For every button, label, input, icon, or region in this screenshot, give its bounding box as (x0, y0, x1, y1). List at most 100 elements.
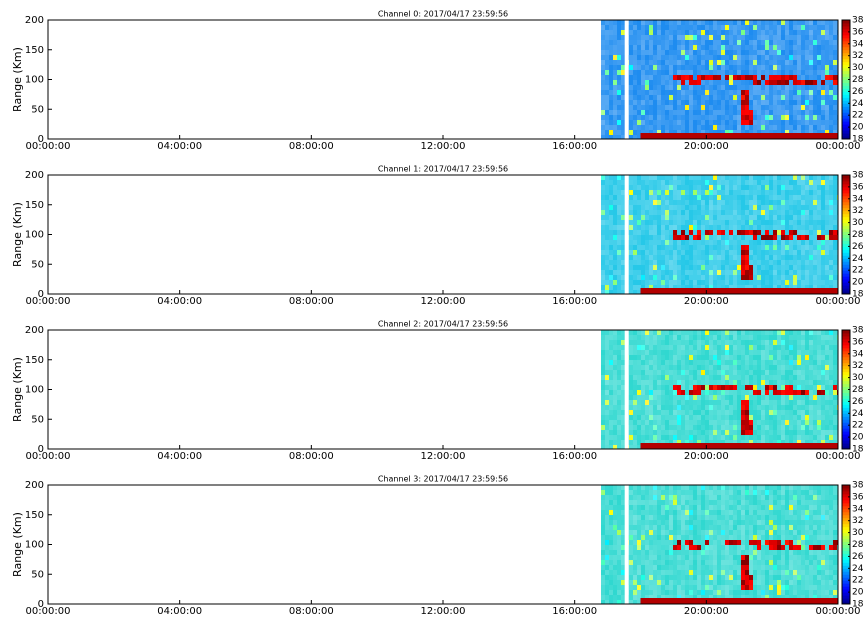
heatmap-cell (765, 410, 769, 415)
heatmap-cell (617, 355, 621, 360)
heatmap-cell (697, 110, 701, 115)
heatmap-cell (685, 345, 689, 350)
heatmap-cell (697, 125, 701, 130)
heatmap-cell (645, 250, 649, 255)
heatmap-cell (609, 585, 613, 590)
heatmap-cell (613, 245, 617, 250)
heatmap-cell (725, 365, 729, 370)
heatmap-cell (633, 280, 637, 285)
heatmap-cell (621, 285, 625, 290)
heatmap-cell (661, 65, 665, 70)
heatmap-cell (701, 260, 705, 265)
heatmap-cell (649, 275, 653, 280)
heatmap-cell (805, 50, 809, 55)
heatmap-cell (629, 570, 633, 575)
heatmap-cell (697, 370, 701, 375)
heatmap-cell (761, 250, 765, 255)
heatmap-cell (809, 115, 813, 120)
heatmap-cell (713, 355, 717, 360)
y-axis-label: Range (Km) (11, 47, 24, 112)
heatmap-cell (689, 175, 693, 180)
heatmap-cell (821, 425, 825, 430)
heatmap-cell (717, 400, 721, 405)
heatmap-cell (617, 345, 621, 350)
heatmap-cell (601, 280, 605, 285)
heatmap-cell (665, 375, 669, 380)
heatmap-cell (649, 190, 653, 195)
heatmap-cell (817, 375, 821, 380)
heatmap-cell (685, 195, 689, 200)
heatmap-cell (617, 290, 621, 294)
data-gap (625, 175, 629, 294)
heatmap-cell (641, 120, 645, 125)
heatmap-cell (769, 365, 773, 370)
heatmap-cell (673, 210, 677, 215)
heatmap-cell (601, 75, 605, 80)
heatmap-cell (825, 70, 829, 75)
heatmap-cell (701, 100, 705, 105)
heatmap-cell (637, 560, 641, 565)
heatmap-cell (613, 290, 617, 294)
heatmap-cell (621, 215, 625, 220)
heatmap-cell (765, 375, 769, 380)
heatmap-cell (737, 360, 741, 365)
heatmap-cell (697, 50, 701, 55)
heatmap-cell (745, 395, 749, 400)
heatmap-cell (769, 175, 773, 180)
heatmap-cell (621, 255, 625, 260)
heatmap-cell (665, 495, 669, 500)
x-tick-label: 16:00:00 (552, 451, 597, 462)
heatmap-cell (793, 400, 797, 405)
heatmap-cell (833, 75, 837, 80)
heatmap-cell (649, 240, 653, 245)
heatmap-cell (609, 245, 613, 250)
heatmap-cell (689, 100, 693, 105)
heatmap-cell (713, 255, 717, 260)
heatmap-cell (605, 395, 609, 400)
heatmap-cell (729, 100, 733, 105)
heatmap-cell (657, 245, 661, 250)
heatmap-cell (621, 90, 625, 95)
heatmap-cell (773, 175, 777, 180)
heatmap-cell (617, 280, 621, 285)
heatmap-cell (713, 55, 717, 60)
heatmap-cell (729, 435, 733, 440)
heatmap-cell (657, 490, 661, 495)
heatmap-cell (605, 95, 609, 100)
heatmap-cell (633, 535, 637, 540)
heatmap-cell (805, 180, 809, 185)
heatmap-cell (673, 395, 677, 400)
colorbar-segment (842, 395, 850, 398)
heatmap-cell (669, 180, 673, 185)
heatmap-cell (789, 105, 793, 110)
heatmap-cell (761, 265, 765, 270)
heatmap-cell (661, 365, 665, 370)
heatmap-cell (665, 370, 669, 375)
heatmap-cell (821, 255, 825, 260)
colorbar-segment (842, 428, 850, 431)
heatmap-cell (697, 340, 701, 345)
heatmap-cell (613, 490, 617, 495)
heatmap-cell (805, 65, 809, 70)
heatmap-cell (809, 355, 813, 360)
heatmap-cell (701, 415, 705, 420)
heatmap-cell (661, 575, 665, 580)
heatmap-cell (669, 225, 673, 230)
heatmap-cell (661, 45, 665, 50)
heatmap-cell (789, 20, 793, 25)
heatmap-cell (605, 90, 609, 95)
heatmap-cell (817, 395, 821, 400)
heatmap-cell (817, 405, 821, 410)
heatmap-cell (689, 220, 693, 225)
heatmap-cell (737, 345, 741, 350)
heatmap-cell (661, 430, 665, 435)
heatmap-cell (637, 490, 641, 495)
heatmap-cell (605, 60, 609, 65)
heatmap-cell (629, 230, 633, 235)
heatmap-cell (713, 115, 717, 120)
heatmap-cell (629, 435, 633, 440)
heatmap-cell (685, 220, 689, 225)
heatmap-cell (673, 330, 677, 335)
heatmap-cell (757, 195, 761, 200)
heatmap-cell (813, 55, 817, 60)
